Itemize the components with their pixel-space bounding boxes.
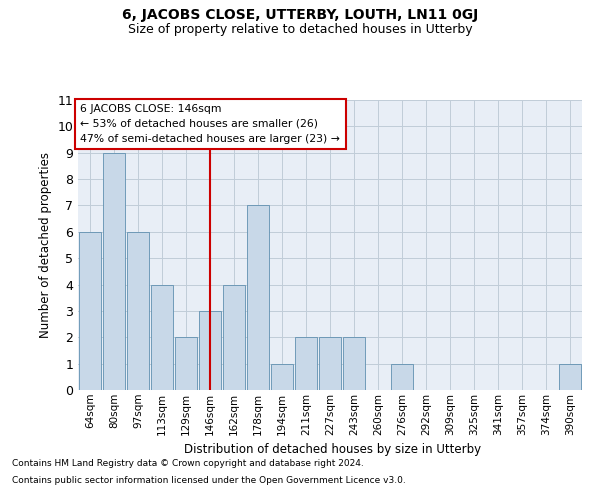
Bar bbox=[247, 206, 269, 390]
Bar bbox=[223, 284, 245, 390]
Text: Distribution of detached houses by size in Utterby: Distribution of detached houses by size … bbox=[184, 442, 482, 456]
Bar bbox=[175, 338, 197, 390]
Bar bbox=[271, 364, 293, 390]
Bar bbox=[151, 284, 173, 390]
Bar bbox=[559, 364, 581, 390]
Bar bbox=[79, 232, 101, 390]
Text: 6, JACOBS CLOSE, UTTERBY, LOUTH, LN11 0GJ: 6, JACOBS CLOSE, UTTERBY, LOUTH, LN11 0G… bbox=[122, 8, 478, 22]
Text: Contains HM Land Registry data © Crown copyright and database right 2024.: Contains HM Land Registry data © Crown c… bbox=[12, 458, 364, 468]
Text: Contains public sector information licensed under the Open Government Licence v3: Contains public sector information licen… bbox=[12, 476, 406, 485]
Y-axis label: Number of detached properties: Number of detached properties bbox=[39, 152, 52, 338]
Bar bbox=[127, 232, 149, 390]
Text: 6 JACOBS CLOSE: 146sqm
← 53% of detached houses are smaller (26)
47% of semi-det: 6 JACOBS CLOSE: 146sqm ← 53% of detached… bbox=[80, 104, 340, 144]
Bar bbox=[391, 364, 413, 390]
Bar bbox=[319, 338, 341, 390]
Text: Size of property relative to detached houses in Utterby: Size of property relative to detached ho… bbox=[128, 24, 472, 36]
Bar bbox=[199, 311, 221, 390]
Bar bbox=[295, 338, 317, 390]
Bar bbox=[343, 338, 365, 390]
Bar bbox=[103, 152, 125, 390]
